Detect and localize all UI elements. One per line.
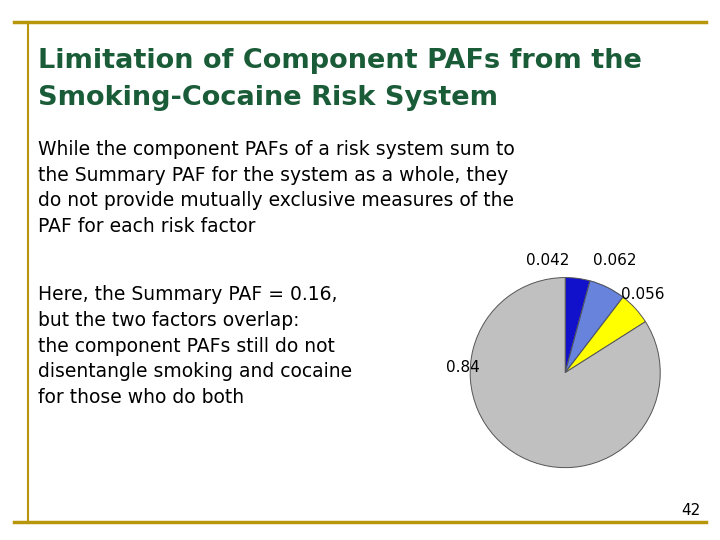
Text: 0.056: 0.056 [621,287,665,302]
Text: 42: 42 [680,503,700,518]
Text: 0.042: 0.042 [526,253,570,268]
Wedge shape [565,281,623,373]
Text: 0.84: 0.84 [446,360,480,375]
Text: Smoking-Cocaine Risk System: Smoking-Cocaine Risk System [38,85,498,111]
Wedge shape [565,297,645,373]
Text: Here, the Summary PAF = 0.16,
but the two factors overlap:
the component PAFs st: Here, the Summary PAF = 0.16, but the tw… [38,285,352,407]
Wedge shape [565,281,623,373]
Text: While the component PAFs of a risk system sum to
the Summary PAF for the system : While the component PAFs of a risk syste… [38,140,515,237]
Wedge shape [470,278,660,468]
Wedge shape [565,278,590,373]
Text: 0.062: 0.062 [593,253,636,268]
Text: Limitation of Component PAFs from the: Limitation of Component PAFs from the [38,48,642,74]
